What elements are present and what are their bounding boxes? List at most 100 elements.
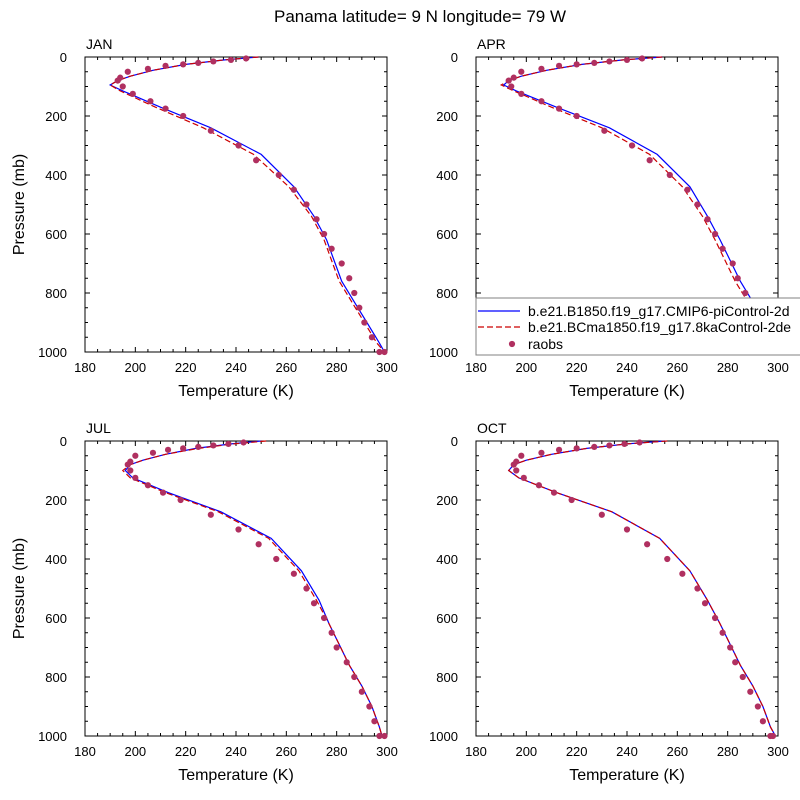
legend: b.e21.B1850.f19_g17.CMIP6-piControl-2db.… (475, 297, 800, 356)
raobs-point (177, 496, 184, 504)
raobs-point (366, 703, 373, 710)
raobs-point (162, 105, 169, 112)
x-tick-label: 220 (175, 744, 197, 759)
raobs-point (180, 61, 187, 68)
raobs-point (207, 511, 214, 518)
y-tick-label: 800 (436, 670, 458, 685)
raobs-point (114, 77, 121, 84)
panels: 180 200 220 240 260 280 300 0 200 400 600 800 1000 Te… (11, 36, 789, 784)
raobs-point (368, 334, 375, 341)
y-axis-label: Pressure (mb) (11, 538, 28, 639)
series-line-8kacontrol (507, 440, 777, 737)
x-tick-label: 200 (515, 360, 537, 375)
y-tick-label: 200 (45, 493, 67, 508)
raobs-point (510, 74, 517, 81)
x-tick-label: 220 (566, 744, 588, 759)
y-tick-label: 200 (436, 493, 458, 508)
y-tick-label: 200 (45, 109, 67, 124)
raobs-point (320, 230, 328, 238)
x-tick-label: 220 (566, 360, 588, 375)
raobs-point (591, 59, 598, 66)
x-tick-label: 180 (465, 744, 487, 759)
x-axis-label: Temperature (K) (178, 383, 294, 400)
raobs-point (371, 718, 378, 725)
raobs-point (361, 319, 368, 326)
x-tick-label: 180 (465, 360, 487, 375)
raobs-point (351, 673, 358, 681)
x-tick-label: 300 (376, 744, 398, 759)
x-tick-label: 280 (717, 744, 739, 759)
y-tick-label: 1000 (429, 345, 458, 360)
raobs-point (290, 570, 297, 577)
x-tick-label: 260 (275, 744, 297, 759)
x-axis-label: Temperature (K) (569, 767, 685, 784)
y-tick-label: 400 (45, 552, 67, 567)
x-tick-label: 240 (225, 360, 247, 375)
raobs-point (253, 157, 260, 164)
panel-oct: 180 200 220 240 260 280 300 0 200 400 600 800 1000 Te… (429, 420, 789, 784)
y-tick-label: 400 (436, 552, 458, 567)
raobs-point (520, 474, 527, 481)
x-tick-label: 200 (515, 744, 537, 759)
raobs-point (180, 445, 187, 452)
raobs-point (732, 659, 739, 666)
raobs-point (124, 68, 131, 75)
x-tick-label: 280 (717, 360, 739, 375)
raobs-point (303, 201, 310, 208)
raobs-point (518, 452, 525, 459)
raobs-point (679, 570, 686, 577)
panel-label: OCT (477, 420, 507, 436)
y-tick-label: 600 (436, 227, 458, 242)
y-tick-label: 1000 (429, 729, 458, 744)
raobs-point (513, 467, 520, 474)
raobs-point (573, 61, 580, 68)
x-axis-label: Temperature (K) (178, 767, 294, 784)
panel-apr: 180 200 220 240 260 280 300 0 200 400 600 800 1000 Te… (429, 36, 789, 400)
raobs-point (338, 260, 345, 267)
y-tick-label: 800 (45, 670, 67, 685)
raobs-point (242, 55, 250, 62)
raobs-point (235, 142, 242, 149)
raobs-point (621, 440, 628, 448)
raobs-point (769, 732, 777, 740)
raobs-point (538, 449, 545, 456)
raobs-point (739, 673, 746, 681)
x-tick-label: 280 (326, 360, 348, 375)
raobs-point (119, 83, 126, 90)
raobs-point (235, 526, 242, 533)
raobs-point (132, 452, 139, 459)
raobs-point (754, 703, 761, 710)
raobs-point (550, 489, 558, 496)
raobs-point (535, 482, 543, 489)
y-tick-label: 1000 (38, 729, 67, 744)
raobs-point (711, 614, 719, 622)
raobs-point (601, 127, 608, 134)
raobs-point (711, 230, 719, 238)
raobs-point (694, 201, 701, 208)
raobs-point (290, 186, 297, 193)
x-tick-label: 260 (666, 744, 688, 759)
raobs-point (628, 142, 636, 149)
raobs-point (646, 157, 653, 164)
raobs-point (132, 474, 139, 481)
panel-jul: 180 200 220 240 260 280 300 0 200 400 600 800 1000 Te… (11, 420, 398, 784)
raobs-point (346, 275, 353, 282)
raobs-point (729, 260, 736, 267)
raobs-point (227, 56, 235, 64)
raobs-point (376, 348, 383, 356)
raobs-point (207, 127, 214, 134)
raobs-point (273, 555, 280, 563)
raobs-point (719, 629, 726, 636)
raobs-point (639, 55, 646, 62)
raobs-point (381, 348, 388, 356)
x-tick-label: 200 (124, 360, 146, 375)
raobs-point (623, 56, 631, 64)
raobs-point (144, 65, 152, 72)
y-tick-label: 1000 (38, 345, 67, 360)
legend-box (475, 297, 800, 356)
raobs-point (644, 541, 651, 548)
raobs-point (518, 68, 525, 75)
raobs-point (555, 62, 563, 69)
raobs-point (747, 688, 754, 695)
